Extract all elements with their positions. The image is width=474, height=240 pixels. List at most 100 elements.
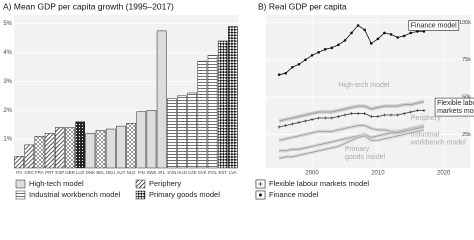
point xyxy=(336,115,340,119)
point xyxy=(376,115,380,119)
legend-marker xyxy=(258,182,263,186)
point xyxy=(415,109,419,113)
series-label: Flexible labour xyxy=(437,100,474,107)
y-tick-label: 3% xyxy=(3,79,12,85)
x-tick-label: AUT xyxy=(117,170,126,175)
series-label: Periphery xyxy=(411,115,441,122)
figure: A) Mean GDP per capita growth (1995–2017… xyxy=(3,1,474,200)
x-tick-label: LUX xyxy=(76,170,85,175)
point xyxy=(330,116,334,120)
y-tick-label: 5% xyxy=(3,21,12,27)
series-label: Primary xyxy=(345,146,370,153)
bar xyxy=(75,121,86,169)
y-tick-label: 75k xyxy=(462,57,471,63)
point xyxy=(396,113,400,117)
point xyxy=(422,30,426,33)
legend-swatch xyxy=(135,179,146,189)
point xyxy=(317,116,321,120)
bar xyxy=(24,144,35,169)
point xyxy=(350,112,354,116)
x-tick-label: 2000 xyxy=(305,171,319,177)
point xyxy=(310,54,314,57)
legend-label: Primary goods model xyxy=(149,190,220,199)
bar xyxy=(156,30,167,169)
x-tick-label: 2020 xyxy=(437,171,451,177)
bar xyxy=(116,125,126,169)
point xyxy=(297,120,301,124)
bar xyxy=(105,128,116,169)
x-tick-label: ITA xyxy=(16,170,23,175)
x-tick-label: DEU xyxy=(106,170,115,175)
y-tick-label: 2% xyxy=(3,108,12,114)
bar xyxy=(65,127,75,169)
bar xyxy=(95,130,106,169)
point xyxy=(382,113,386,117)
point xyxy=(409,31,413,35)
x-tick-label: DNK xyxy=(86,170,95,175)
point xyxy=(323,116,327,120)
point xyxy=(337,43,340,47)
bar xyxy=(54,127,65,169)
point xyxy=(291,65,294,69)
series-label: Industrial xyxy=(411,131,440,138)
y-tick-label: 100k xyxy=(459,20,471,26)
point xyxy=(304,58,307,62)
series-label: Finance model xyxy=(411,22,457,29)
x-tick-label: GBR xyxy=(65,170,75,175)
x-tick-label: GRC xyxy=(24,170,34,175)
legend-swatch xyxy=(135,190,146,200)
y-tick-label: 4% xyxy=(3,50,12,56)
chart-title: A) Mean GDP per capita growth (1995–2017… xyxy=(3,1,174,11)
point xyxy=(277,73,281,77)
series-label: goods model xyxy=(345,154,386,161)
bar xyxy=(166,98,177,169)
chart-title: B) Real GDP per capita xyxy=(258,1,347,11)
legend-swatch xyxy=(15,190,26,200)
point xyxy=(363,112,367,116)
bar xyxy=(126,123,136,169)
point xyxy=(389,33,393,36)
point xyxy=(416,30,419,33)
label-box xyxy=(434,97,474,117)
point xyxy=(402,112,406,116)
x-tick-label: BEL xyxy=(96,170,105,175)
x-tick-label: PRT xyxy=(45,170,54,175)
x-tick-label: ESP xyxy=(55,170,64,175)
x-tick-label: 2010 xyxy=(371,171,385,177)
x-tick-label: IRL xyxy=(158,170,165,175)
bar xyxy=(197,60,208,169)
x-tick-label: LVA xyxy=(229,170,237,175)
point xyxy=(363,28,367,32)
point xyxy=(369,115,373,119)
y-tick-label: 1% xyxy=(3,137,12,143)
legend-label: High-tech model xyxy=(29,179,84,188)
bar xyxy=(217,40,228,169)
x-tick-label: FRA xyxy=(35,170,44,175)
point xyxy=(356,24,360,27)
point xyxy=(389,113,393,117)
x-tick-label: FIN xyxy=(138,170,145,175)
bar xyxy=(228,26,238,169)
point xyxy=(343,39,347,42)
legend-label: Periphery xyxy=(149,179,181,188)
point xyxy=(396,36,399,39)
series-label: High-tech model xyxy=(338,82,389,89)
point xyxy=(323,48,327,51)
point xyxy=(330,46,334,50)
point xyxy=(297,62,301,66)
point xyxy=(317,51,320,54)
bar xyxy=(44,133,55,169)
x-tick-label: SVK xyxy=(198,170,207,175)
bar xyxy=(146,110,157,169)
point xyxy=(290,122,294,126)
point xyxy=(277,125,281,129)
series-line xyxy=(279,101,424,122)
x-tick-label: CZE xyxy=(188,170,197,175)
plot-area xyxy=(266,15,470,168)
bar xyxy=(34,135,45,169)
legend-label: Finance model xyxy=(269,190,319,199)
x-tick-label: EST xyxy=(218,170,227,175)
bar xyxy=(187,92,198,169)
point xyxy=(422,109,426,113)
point xyxy=(383,31,386,35)
